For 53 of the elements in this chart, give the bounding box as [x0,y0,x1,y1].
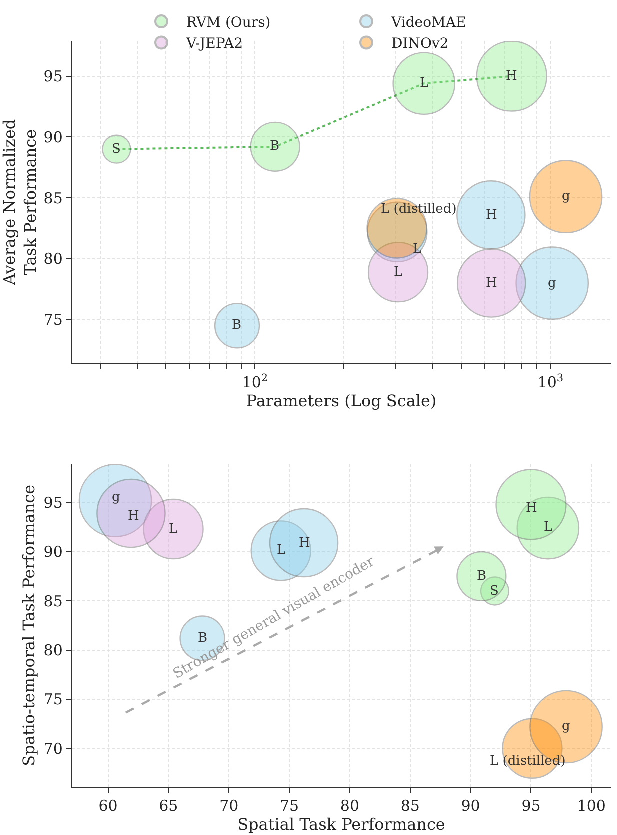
data-label: L (distilled) [490,754,566,769]
y-tick-label: 75 [44,690,63,709]
data-label: g [548,276,556,291]
data-label: L [169,522,178,537]
legend-label: DINOv2 [392,36,449,52]
data-label: S [112,142,121,157]
y-tick-label: 85 [44,189,63,208]
y-axis-title: Spatio-temporal Task Performance [20,484,39,766]
data-label: B [270,139,280,154]
x-tick-label: 75 [280,797,300,816]
data-label: L [277,543,286,558]
data-label: L [394,265,403,280]
x-tick-label: 10$^{2}$ [242,372,268,392]
x-tick-label: 70 [220,797,239,816]
y-tick-label: 95 [44,68,63,86]
data-label: B [477,569,487,584]
y-tick-label: 80 [44,250,63,268]
y-tick-label: 80 [44,642,63,660]
x-tick-label: 60 [98,797,118,816]
y-tick-label: 85 [44,592,63,610]
y-tick-label: 70 [44,740,63,758]
data-label: H [486,276,498,291]
data-label: B [198,631,208,646]
y-axis-title: Average Normalized Task Performance [0,119,40,286]
x-tick-label: 100 [577,797,606,816]
data-label: g [562,189,570,204]
legend-label: VideoMAE [390,15,466,31]
legend-label: RVM (Ours) [186,15,271,31]
data-label: H [506,69,518,84]
y-tick-label: 95 [44,494,63,512]
x-tick-label: 80 [340,797,360,816]
data-label: H [299,536,310,551]
data-label: L [544,520,553,535]
legend-label: V-JEPA2 [186,36,244,52]
x-tick-label: 10$^{3}$ [538,372,564,392]
data-label: L [413,242,422,257]
data-label: H [486,208,498,223]
data-label: H [526,501,538,516]
data-label: g [562,719,570,734]
y-tick-label: 90 [44,543,63,562]
x-tick-label: 95 [522,797,541,816]
data-label: L [420,76,429,91]
data-label: H [128,509,140,524]
x-axis-title: Parameters (Log Scale) [246,392,437,411]
x-tick-label: 85 [400,797,420,816]
y-tick-label: 75 [44,311,63,330]
data-label: B [232,318,242,333]
data-label: S [490,584,499,599]
y-tick-label: 90 [44,128,63,146]
data-label: g [112,490,120,505]
x-axis-title: Spatial Task Performance [238,815,446,834]
x-tick-label: 90 [461,797,480,816]
x-tick-label: 65 [159,797,178,816]
